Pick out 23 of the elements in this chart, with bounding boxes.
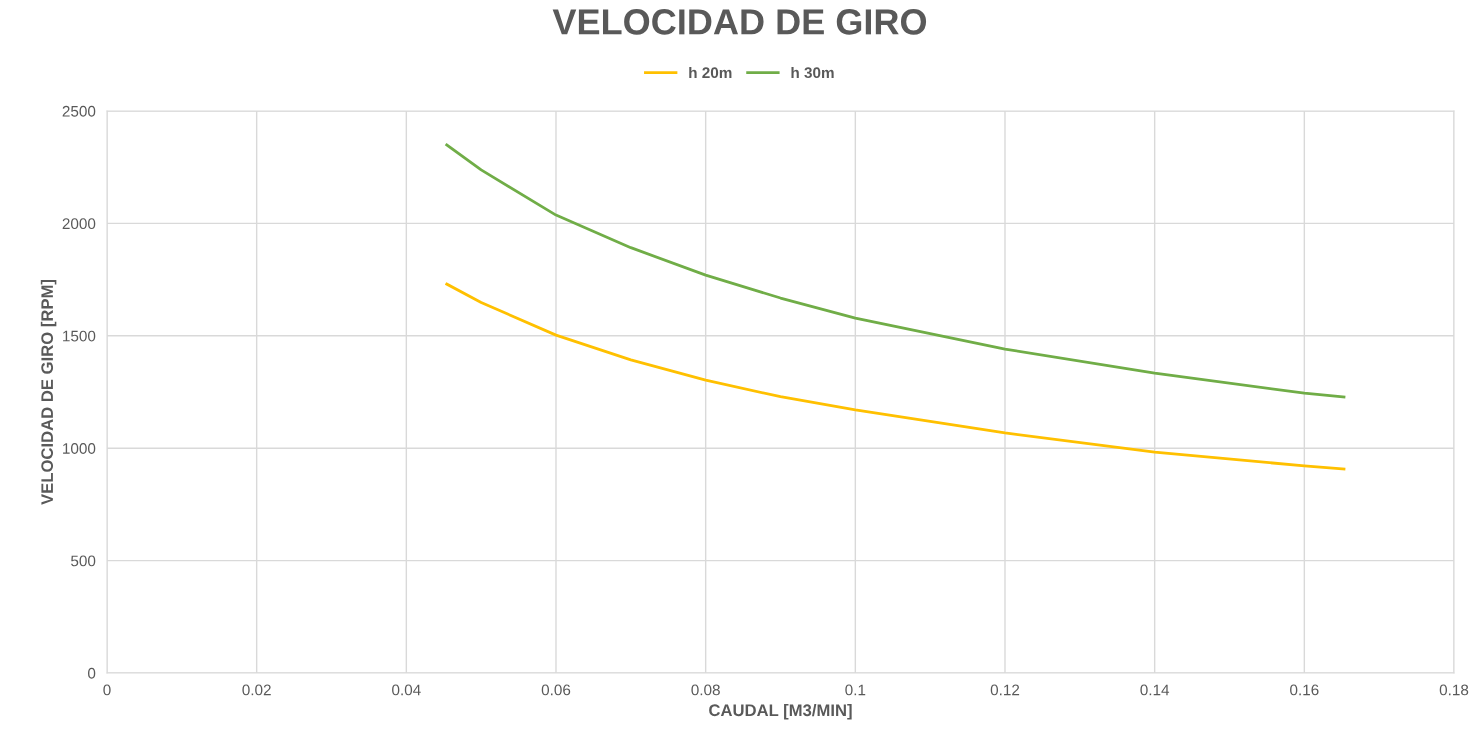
line-series [445,282,1346,471]
line-series [445,143,1346,399]
chart-title: VELOCIDAD DE GIRO [552,9,927,35]
y-tick-label: 0 [87,667,96,679]
y-tick-label: 500 [71,555,96,567]
x-tick-label: 0.16 [1290,684,1319,696]
y-tick-label: 2500 [62,105,96,117]
x-tick-label: 0.12 [990,684,1020,696]
legend-label: h 20m [689,66,732,79]
x-tick-label: 0.08 [691,684,720,696]
x-tick-label: 0.06 [541,684,571,696]
x-tick-label: 0.18 [1439,684,1469,696]
y-tick-label: 1000 [63,443,96,454]
x-axis-title: CAUDAL [M3/MIN] [709,703,852,720]
y-tick-label: 2000 [62,218,96,230]
x-tick-label: 0.02 [242,684,271,696]
y-axis-title: VELOCIDAD DE GIRO [RPM] [40,279,57,505]
x-tick-label: 0 [103,684,111,696]
y-tick-label: 1500 [63,330,96,342]
legend-label: h 30m [791,66,834,79]
x-tick-label: 0.04 [392,684,421,696]
x-tick-label: 0.1 [845,684,866,696]
x-tick-label: 0.14 [1140,684,1170,696]
